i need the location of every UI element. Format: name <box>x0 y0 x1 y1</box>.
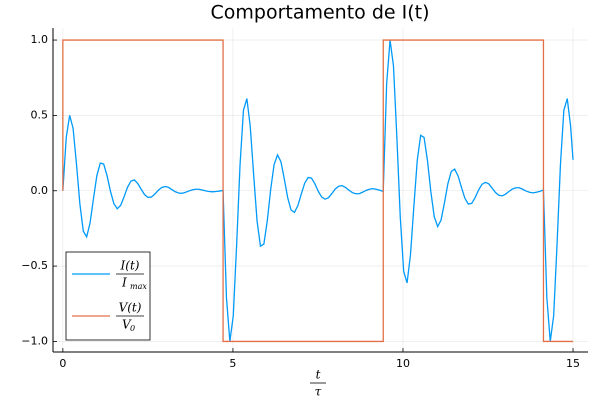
legend-label: I(t) <box>120 259 140 273</box>
y-tick-label: 1.0 <box>31 33 49 46</box>
legend-box <box>65 251 151 341</box>
x-label: t <box>316 368 321 382</box>
legend-denominator: I <box>121 276 127 290</box>
legend-denominator-subscript: 0 <box>130 324 135 333</box>
x-tick-label: 5 <box>229 357 236 370</box>
legend-denominator-subscript: max <box>130 282 147 291</box>
legend-denominator: V <box>122 318 132 332</box>
x-tick-label: 15 <box>566 357 580 370</box>
line <box>62 39 574 343</box>
x-tick-label: 0 <box>59 357 66 370</box>
line <box>62 39 574 342</box>
y-tick-label: 0.5 <box>31 108 49 121</box>
y-tick-label: −0.5 <box>21 259 48 272</box>
x-tick-label: 10 <box>396 357 410 370</box>
x-label-denominator: τ <box>315 385 322 399</box>
y-tick-label: −1.0 <box>21 334 48 347</box>
legend-label: V(t) <box>119 301 142 315</box>
y-tick-label: 0.0 <box>31 184 49 197</box>
chart-title: Comportamento de I(t) <box>210 2 429 24</box>
